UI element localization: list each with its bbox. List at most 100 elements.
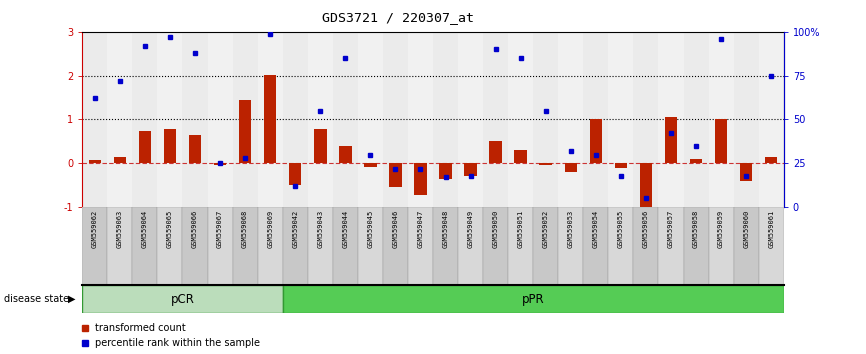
Text: GSM559056: GSM559056 (643, 210, 649, 248)
Text: GSM559053: GSM559053 (568, 210, 574, 248)
Bar (489, 141, 502, 163)
Bar (633, 32, 658, 207)
Bar (358, 207, 383, 285)
Text: transformed count: transformed count (95, 322, 185, 332)
Bar (533, 32, 559, 207)
Bar (658, 32, 683, 207)
Bar (759, 207, 784, 285)
Bar (584, 32, 608, 207)
Bar (389, 163, 402, 187)
Bar (615, 163, 627, 168)
Bar (314, 129, 326, 163)
Bar (258, 207, 282, 285)
Bar (464, 163, 477, 176)
Bar (658, 207, 683, 285)
Bar (189, 135, 201, 163)
Bar (584, 207, 608, 285)
Text: pCR: pCR (171, 293, 194, 306)
Bar (158, 32, 183, 207)
Bar (233, 207, 258, 285)
Text: GSM559069: GSM559069 (268, 210, 273, 248)
Bar (132, 207, 158, 285)
Bar (282, 32, 307, 207)
Text: GSM559048: GSM559048 (443, 210, 449, 248)
Text: GSM559065: GSM559065 (167, 210, 173, 248)
Bar (239, 100, 251, 163)
Bar (214, 163, 226, 165)
Bar (364, 163, 377, 167)
Text: GSM559045: GSM559045 (367, 210, 373, 248)
Bar (408, 32, 433, 207)
Text: GDS3721 / 220307_at: GDS3721 / 220307_at (322, 11, 475, 24)
Text: GSM559044: GSM559044 (342, 210, 348, 248)
Bar (540, 163, 552, 165)
Bar (282, 285, 784, 313)
Bar (740, 163, 753, 181)
Bar (82, 32, 107, 207)
Bar (339, 146, 352, 163)
Bar (590, 120, 602, 163)
Bar (82, 207, 107, 285)
Bar (158, 207, 183, 285)
Text: GSM559046: GSM559046 (392, 210, 398, 248)
Text: GSM559055: GSM559055 (618, 210, 624, 248)
Bar (408, 207, 433, 285)
Bar (458, 32, 483, 207)
Bar (734, 207, 759, 285)
Bar (264, 75, 276, 163)
Bar (107, 32, 132, 207)
Bar (164, 129, 176, 163)
Bar (633, 207, 658, 285)
Text: GSM559050: GSM559050 (493, 210, 499, 248)
Bar (608, 207, 633, 285)
Bar (533, 207, 559, 285)
Text: GSM559059: GSM559059 (718, 210, 724, 248)
Bar (483, 32, 508, 207)
Bar (208, 207, 233, 285)
Bar (714, 120, 727, 163)
Bar (508, 207, 533, 285)
Bar (433, 207, 458, 285)
Text: GSM559068: GSM559068 (242, 210, 248, 248)
Bar (483, 207, 508, 285)
Bar (608, 32, 633, 207)
Bar (508, 32, 533, 207)
Bar (683, 207, 708, 285)
Text: percentile rank within the sample: percentile rank within the sample (95, 338, 260, 348)
Text: GSM559061: GSM559061 (768, 210, 774, 248)
Bar (708, 207, 734, 285)
Bar (565, 163, 577, 172)
Bar (307, 207, 333, 285)
Bar (88, 160, 101, 163)
Bar (107, 207, 132, 285)
Bar (759, 32, 784, 207)
Text: ▶: ▶ (68, 294, 75, 304)
Text: GSM559052: GSM559052 (543, 210, 549, 248)
Bar (282, 207, 307, 285)
Text: GSM559067: GSM559067 (217, 210, 223, 248)
Text: GSM559057: GSM559057 (668, 210, 674, 248)
Bar (82, 285, 282, 313)
Bar (708, 32, 734, 207)
Text: GSM559043: GSM559043 (317, 210, 323, 248)
Bar (683, 32, 708, 207)
Text: GSM559051: GSM559051 (518, 210, 524, 248)
Bar (439, 163, 452, 179)
Bar (640, 163, 652, 207)
Bar (458, 207, 483, 285)
Bar (333, 207, 358, 285)
Bar (665, 117, 677, 163)
Bar (208, 32, 233, 207)
Bar (559, 207, 584, 285)
Bar (734, 32, 759, 207)
Bar (559, 32, 584, 207)
Text: GSM559047: GSM559047 (417, 210, 423, 248)
Text: pPR: pPR (522, 293, 545, 306)
Text: GSM559066: GSM559066 (192, 210, 198, 248)
Text: GSM559064: GSM559064 (142, 210, 148, 248)
Text: GSM559058: GSM559058 (693, 210, 699, 248)
Bar (433, 32, 458, 207)
Bar (307, 32, 333, 207)
Bar (383, 32, 408, 207)
Bar (183, 207, 208, 285)
